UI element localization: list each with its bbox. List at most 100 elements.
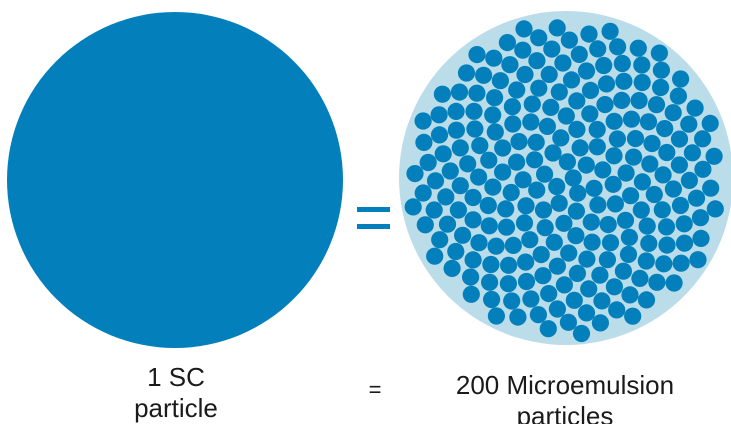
microemulsion-particle	[468, 46, 486, 64]
microemulsion-particle	[641, 155, 659, 173]
microemulsion-particle	[588, 120, 606, 139]
microemulsion-particle	[450, 83, 469, 101]
microemulsion-particle	[598, 251, 617, 269]
microemulsion-particle	[652, 78, 670, 97]
microemulsion-particle	[540, 65, 558, 83]
microemulsion-particle	[475, 66, 493, 84]
microemulsion-particle	[671, 196, 690, 215]
microemulsion-particle	[687, 189, 706, 207]
microemulsion-particle	[530, 79, 548, 97]
microemulsion-particle	[664, 104, 682, 122]
equals-bar-bottom	[357, 224, 390, 229]
microemulsion-particle	[571, 139, 589, 157]
microemulsion-particle	[430, 126, 449, 144]
microemulsion-particle	[462, 268, 480, 286]
microemulsion-particle	[480, 151, 498, 169]
microemulsion-particle	[706, 200, 724, 218]
microemulsion-particle	[672, 254, 690, 272]
microemulsion-particle	[517, 272, 536, 291]
microemulsion-particle	[670, 156, 689, 174]
microemulsion-particle	[605, 278, 624, 296]
microemulsion-particle	[633, 173, 652, 191]
microemulsion-particle	[692, 229, 710, 247]
microemulsion-particle	[415, 133, 433, 151]
microemulsion-particle	[647, 96, 666, 114]
microemulsion-particle	[548, 257, 567, 275]
microemulsion-particle	[597, 75, 616, 93]
microemulsion-particle	[596, 96, 614, 114]
microemulsion-particle	[527, 133, 545, 151]
microemulsion-particle	[616, 211, 635, 229]
microemulsion-particle	[521, 231, 539, 249]
microemulsion-particle	[438, 215, 457, 233]
microemulsion-particle	[464, 251, 482, 269]
microemulsion-particle	[466, 120, 484, 138]
microemulsion-particle	[564, 169, 582, 187]
microemulsion-particle	[494, 163, 512, 181]
microemulsion-particle	[694, 130, 712, 148]
microemulsion-particle	[416, 216, 434, 234]
microemulsion-particle	[532, 246, 550, 264]
microemulsion-particle	[619, 245, 638, 263]
microemulsion-particle	[650, 44, 669, 62]
microemulsion-particle	[705, 147, 723, 165]
sc-particle-label: 1 SC particle	[76, 362, 276, 424]
microemulsion-particle	[675, 234, 694, 252]
microemulsion-particle	[629, 39, 647, 57]
microemulsion-particle	[485, 49, 503, 67]
microemulsion-particle	[434, 145, 452, 163]
microemulsion-particle	[680, 171, 699, 189]
microemulsion-particle	[654, 166, 672, 184]
microemulsion-particle	[522, 290, 540, 308]
microemulsion-particle	[683, 144, 702, 162]
microemulsion-particle	[516, 65, 534, 84]
microemulsion-particle	[653, 201, 671, 219]
microemulsion-label: 200 Microemulsion particles	[420, 370, 710, 424]
microemulsion-particle	[426, 247, 444, 265]
microemulsion-particle	[528, 52, 546, 70]
microemulsion-particle	[622, 187, 640, 205]
microemulsion-particle	[462, 285, 480, 303]
microemulsion-particle	[517, 253, 535, 271]
microemulsion-particle	[656, 120, 674, 138]
microemulsion-particle	[580, 280, 598, 298]
microemulsion-particle	[614, 262, 633, 280]
microemulsion-particle	[595, 56, 613, 75]
microemulsion-particle	[507, 153, 526, 171]
microemulsion-particle	[468, 84, 486, 102]
microemulsion-particle	[470, 234, 488, 252]
microemulsion-particle	[589, 196, 607, 214]
microemulsion-particle	[601, 22, 619, 40]
microemulsion-particle	[657, 218, 676, 236]
microemulsion-particle	[484, 178, 502, 196]
microemulsion-particle	[487, 307, 505, 325]
microemulsion-particle	[497, 200, 515, 218]
microemulsion-particle	[643, 134, 661, 153]
microemulsion-particle	[560, 244, 578, 262]
microemulsion-particle	[500, 256, 518, 274]
microemulsion-particle	[494, 139, 512, 157]
microemulsion-particle	[701, 114, 719, 132]
microemulsion-particle	[582, 213, 600, 231]
microemulsion-particle	[555, 214, 573, 232]
microemulsion-particle	[536, 165, 554, 183]
microemulsion-particle	[425, 201, 443, 219]
microemulsion-particle	[669, 87, 688, 105]
microemulsion-particle	[691, 209, 710, 227]
microemulsion-particle	[515, 214, 534, 232]
microemulsion-particle	[465, 102, 483, 120]
microemulsion-particle	[621, 286, 639, 304]
microemulsion-particle	[514, 171, 532, 189]
microemulsion-particle	[483, 290, 501, 309]
microemulsion-particle	[548, 19, 566, 37]
microemulsion-particle	[689, 251, 707, 269]
microemulsion-particle	[449, 201, 467, 219]
microemulsion-particle	[534, 267, 552, 285]
microemulsion-particle	[604, 175, 622, 193]
microemulsion-particle	[559, 313, 578, 331]
microemulsion-label-line2: particles	[516, 401, 614, 424]
microemulsion-particle	[504, 236, 522, 254]
microemulsion-particle	[609, 38, 627, 56]
microemulsion-particle	[414, 112, 432, 130]
